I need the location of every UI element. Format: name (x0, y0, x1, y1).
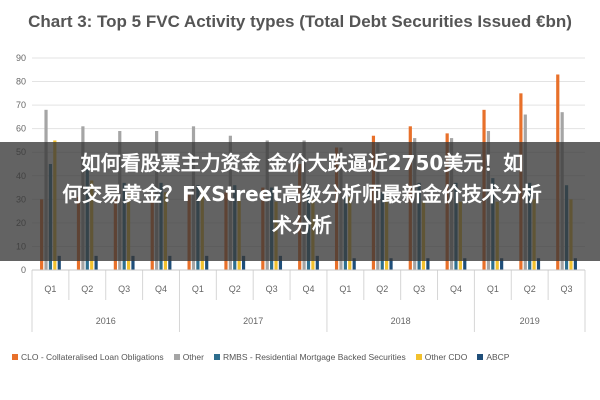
x-tick-label: Q1 (44, 284, 56, 294)
legend-item: CLO - Collateralised Loan Obligations (12, 352, 164, 362)
bar (205, 255, 209, 270)
banner-text[interactable]: 如何看股票主力资金 金价大跌逼近2750美元！如 何交易黄金？FXStreet高… (8, 148, 596, 241)
x-tick-label: Q3 (118, 284, 130, 294)
legend-swatch (213, 354, 220, 360)
bar (536, 258, 541, 270)
x-tick-label: Q2 (376, 284, 388, 294)
bar (168, 255, 172, 270)
bar (131, 255, 135, 270)
banner-line-2: 何交易黄金？FXStreet高级分析师最新金价技术分析 (62, 182, 542, 206)
x-tick-label: Q4 (450, 284, 462, 294)
bar (573, 258, 577, 270)
x-tick-label: Q3 (561, 284, 573, 294)
x-tick-label: Q3 (266, 284, 278, 294)
legend-label: Other (182, 352, 204, 362)
chart-title: Chart 3: Top 5 FVC Activity types (Total… (28, 12, 572, 31)
banner-overlay (0, 142, 600, 261)
x-tick-label: Q2 (524, 284, 536, 294)
bar (315, 255, 319, 270)
chart-legend: CLO - Collateralised Loan Obligations Oth… (12, 350, 592, 364)
y-tick-label: 0 (21, 265, 26, 275)
legend-label: ABCP (486, 352, 510, 362)
bar (352, 258, 356, 270)
y-tick-label: 80 (16, 77, 26, 87)
legend-item: ABCP (477, 352, 509, 362)
x-tick-label: Q2 (229, 284, 241, 294)
legend-swatch (415, 354, 422, 360)
y-tick-label: 70 (16, 100, 26, 110)
legend-swatch (173, 354, 180, 360)
x-tick-label: Q2 (81, 284, 93, 294)
legend-item: Other CDO (415, 352, 468, 362)
year-group-label: 2016 (96, 316, 116, 326)
banner-line-1: 如何看股票主力资金 金价大跌逼近2750美元！如 (80, 151, 524, 175)
x-tick-label: Q1 (192, 284, 204, 294)
x-tick-label: Q3 (413, 284, 425, 294)
legend-label: Other CDO (424, 352, 468, 362)
bar (426, 258, 430, 270)
x-tick-label: Q1 (487, 284, 499, 294)
x-tick-label: Q4 (155, 284, 167, 294)
bar (278, 255, 283, 270)
legend-label: CLO - Collateralised Loan Obligations (21, 352, 164, 362)
year-group-label: 2018 (391, 316, 411, 326)
bar (500, 258, 504, 270)
legend-item: Other (173, 352, 204, 362)
legend-label: RMBS - Residential Mortgage Backed Secur… (222, 352, 406, 362)
legend-item: RMBS - Residential Mortgage Backed Secur… (213, 352, 406, 362)
x-tick-label: Q4 (302, 284, 314, 294)
legend-swatch (477, 354, 484, 360)
year-group-label: 2019 (520, 316, 540, 326)
bar (241, 255, 246, 270)
y-tick-label: 90 (16, 53, 26, 63)
bar (463, 258, 467, 270)
y-tick-label: 60 (16, 124, 26, 134)
bar (57, 255, 61, 270)
bar (389, 258, 393, 270)
x-tick-label: Q1 (339, 284, 351, 294)
year-group-label: 2017 (243, 316, 263, 326)
bar (94, 255, 98, 270)
banner-line-3: 术分析 (272, 213, 332, 237)
legend-swatch (12, 354, 18, 360)
